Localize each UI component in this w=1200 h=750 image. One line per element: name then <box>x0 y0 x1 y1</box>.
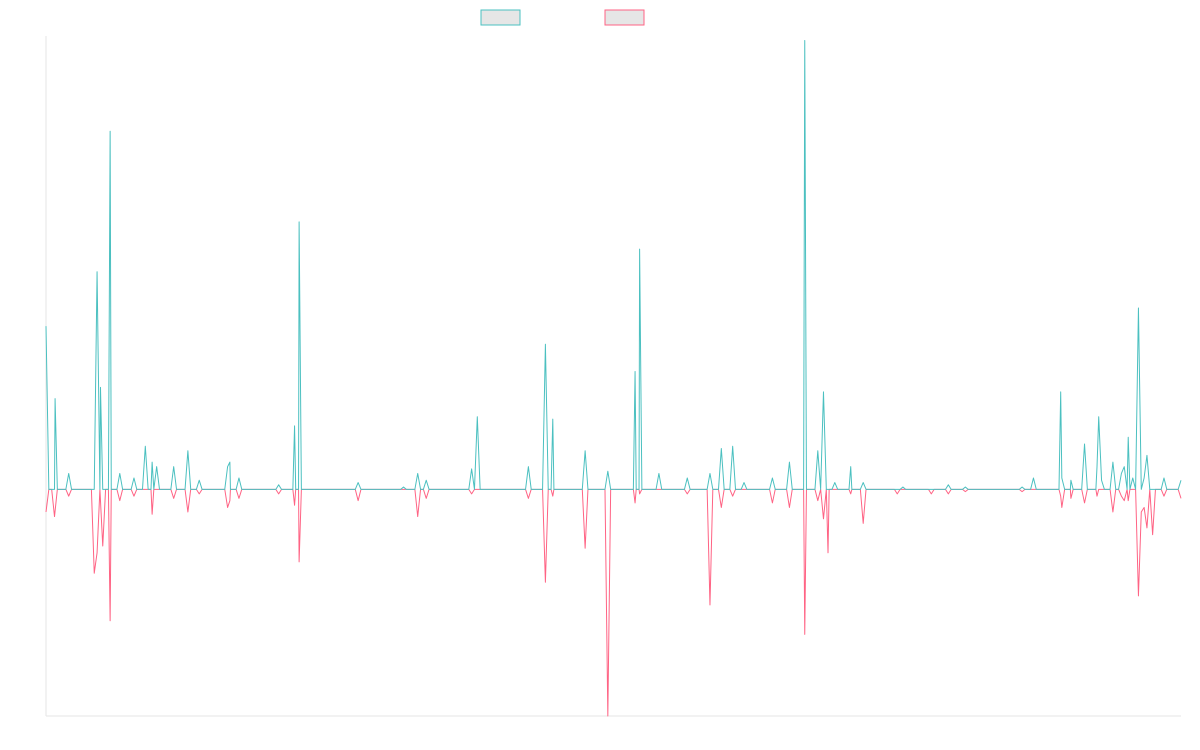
axes <box>45 36 1181 717</box>
legend <box>480 9 645 26</box>
legend-swatch-series-1[interactable] <box>480 9 521 26</box>
series-1-line <box>45 40 1182 490</box>
series-layer <box>45 40 1182 717</box>
legend-swatch-series-2[interactable] <box>604 9 645 26</box>
series-2-line <box>45 488 1182 717</box>
